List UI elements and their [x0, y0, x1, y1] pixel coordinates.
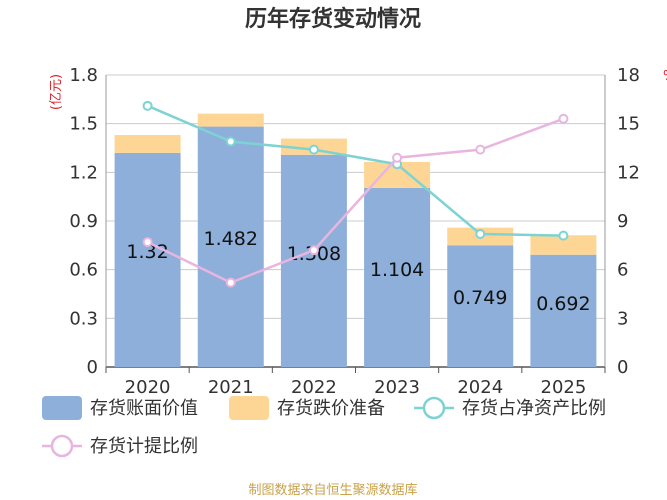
x-tick-label: 2024: [457, 377, 503, 398]
line-point: [308, 144, 319, 155]
right-tick-label: 3: [617, 308, 628, 329]
chart-title: 历年存货变动情况: [245, 6, 421, 32]
bar-book-value: [364, 187, 431, 367]
bar-value-label: 0.692: [536, 293, 590, 315]
line-point: [475, 144, 486, 155]
line-inventory-to-net-assets: [147, 104, 564, 237]
right-tick-label: 12: [617, 162, 640, 183]
bar-book-value: [280, 154, 347, 367]
x-tick-label: 2020: [125, 377, 171, 398]
legend-swatch: [42, 396, 82, 420]
line-point: [558, 113, 569, 124]
right-tick-label: 15: [617, 114, 640, 135]
legend-swatch: [229, 396, 269, 420]
bar-value-label: 0.749: [453, 287, 507, 309]
bar-impairment: [197, 113, 264, 127]
left-tick-label: 0.6: [69, 260, 98, 281]
right-axis-unit: %: [663, 69, 667, 84]
x-tick-label: 2021: [208, 377, 254, 398]
left-tick-label: 0.9: [69, 211, 98, 232]
left-tick-label: 1.8: [69, 65, 98, 86]
bar-book-value: [197, 126, 264, 367]
legend-label: 存货跌价准备: [277, 398, 385, 419]
bar-book-value: [114, 152, 181, 367]
right-tick-label: 9: [617, 211, 628, 232]
legend-label: 存货占净资产比例: [462, 398, 606, 419]
legend-marker: [422, 396, 446, 420]
bar-value-label: 1.482: [204, 228, 258, 250]
x-tick-label: 2025: [541, 377, 587, 398]
line-point: [225, 277, 236, 288]
x-tick-label: 2022: [291, 377, 337, 398]
bar-impairment: [530, 235, 597, 255]
legend-label: 存货账面价值: [90, 398, 198, 419]
x-tick-label: 2023: [374, 377, 420, 398]
line-point: [558, 230, 569, 241]
line-point: [142, 100, 153, 111]
line-point: [142, 237, 153, 248]
left-tick-label: 1.5: [69, 114, 98, 135]
right-tick-label: 0: [617, 357, 628, 378]
x-axis-ticks: 2020 2021 2022 2023 2024 2025: [105, 367, 606, 398]
source-note: 制图数据来自恒生聚源数据库: [248, 482, 417, 498]
bar-book-value: [447, 245, 514, 367]
line-provision-ratio: [147, 117, 564, 285]
bar-value-label: 1.104: [370, 259, 424, 281]
line-series: [142, 100, 569, 288]
legend-marker: [50, 434, 74, 458]
right-tick-label: 18: [617, 65, 640, 86]
line-point: [475, 228, 486, 239]
left-tick-label: 0: [87, 357, 98, 378]
bar-book-value: [530, 254, 597, 367]
left-axis-ticks: 0 0.3 0.6 0.9 1.2 1.5 1.8: [69, 65, 98, 378]
right-axis-ticks: 0 3 6 9 12 15 18: [617, 65, 640, 378]
line-point: [308, 245, 319, 256]
left-axis-unit: (亿元): [49, 74, 64, 110]
left-tick-label: 1.2: [69, 162, 98, 183]
left-tick-label: 0.3: [69, 308, 98, 329]
right-tick-label: 6: [617, 260, 628, 281]
line-point: [392, 152, 403, 163]
bar-series: [114, 113, 597, 367]
legend-label: 存货计提比例: [90, 436, 198, 457]
line-point: [225, 136, 236, 147]
bar-impairment: [114, 135, 181, 153]
